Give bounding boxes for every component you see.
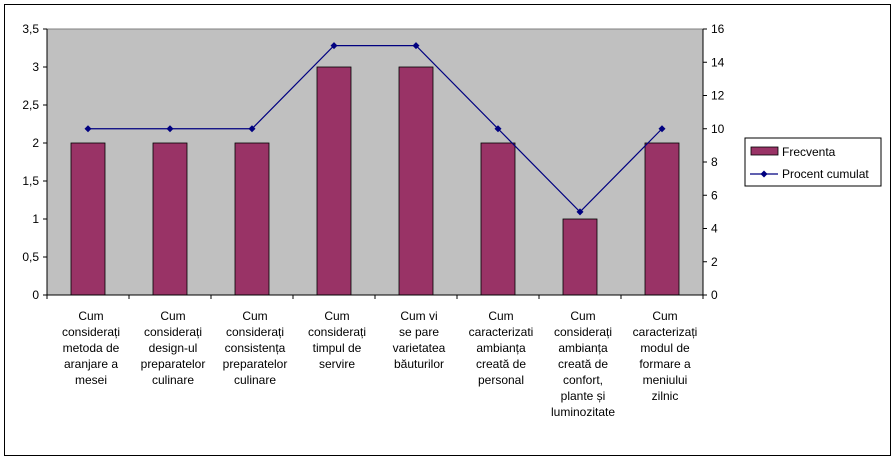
plot-area (46, 28, 704, 296)
right-tick-label: 6 (711, 188, 718, 202)
x-tick-label: Cum considerați ambianța creată de confort, p… (551, 309, 615, 419)
x-tick-label: Cum considerați consistența preparatelor cul… (223, 309, 288, 387)
left-tick-label: 2,5 (22, 98, 39, 112)
left-tick-label: 0 (32, 288, 39, 302)
left-tick-label: 3,5 (22, 22, 39, 36)
bar (480, 142, 516, 296)
left-tick-label: 1 (32, 212, 39, 226)
line-point (84, 125, 92, 133)
right-tick-label: 4 (711, 222, 718, 236)
x-tick-label: Cum vi se pare varietatea băuturilor (393, 309, 446, 371)
bar (644, 142, 680, 296)
bar (562, 218, 598, 296)
legend: Frecventa Procent cumulat (744, 137, 882, 187)
legend-label-procent-cumulat: Procent cumulat (782, 167, 869, 181)
x-tick-label: Cum considerați timpul de servire (308, 309, 366, 371)
legend-label-frecventa: Frecventa (782, 145, 836, 159)
left-tick-label: 2 (32, 136, 39, 150)
left-tick-label: 3 (32, 60, 39, 74)
right-tick-label: 10 (711, 122, 725, 136)
x-tick-label: Cum considerați metoda de aranjare a mesei (62, 309, 120, 387)
right-tick-label: 14 (711, 55, 725, 69)
right-tick-label: 12 (711, 89, 725, 103)
line-point (248, 125, 256, 133)
line-point (330, 42, 338, 50)
legend-bar-swatch (750, 146, 779, 156)
bar (70, 142, 106, 296)
right-tick-label: 8 (711, 155, 718, 169)
x-axis-labels: Cum considerați metoda de aranjare a mesei Cu… (62, 309, 697, 419)
line-point (494, 125, 502, 133)
line-series (84, 42, 666, 216)
line-point (658, 125, 666, 133)
left-tick-label: 0,5 (22, 250, 39, 264)
right-tick-label: 2 (711, 255, 718, 269)
line-point (412, 42, 420, 50)
x-tick-label: Cum caracterizați modul de formare a meniulu… (633, 309, 698, 403)
bar (152, 142, 188, 296)
legend-line-marker (760, 170, 768, 178)
legend-box (744, 137, 882, 187)
x-tick-label: Cum caracterizati ambianța creată de persona… (469, 309, 534, 387)
bar (234, 142, 270, 296)
left-tick-label: 1,5 (22, 174, 39, 188)
line-point (576, 208, 584, 216)
bar (316, 66, 352, 296)
line-point (166, 125, 174, 133)
right-tick-label: 16 (711, 22, 725, 36)
axes: 0 0,5 1 1,5 2 2,5 3 3,5 0 2 4 6 8 10 12 14 16 (22, 22, 724, 302)
cumulative-line (88, 45, 663, 213)
bar-series (70, 66, 680, 296)
bar (398, 66, 434, 296)
right-tick-label: 0 (711, 288, 718, 302)
x-tick-label: Cum considerați design-ul preparatelor culin… (141, 309, 206, 387)
